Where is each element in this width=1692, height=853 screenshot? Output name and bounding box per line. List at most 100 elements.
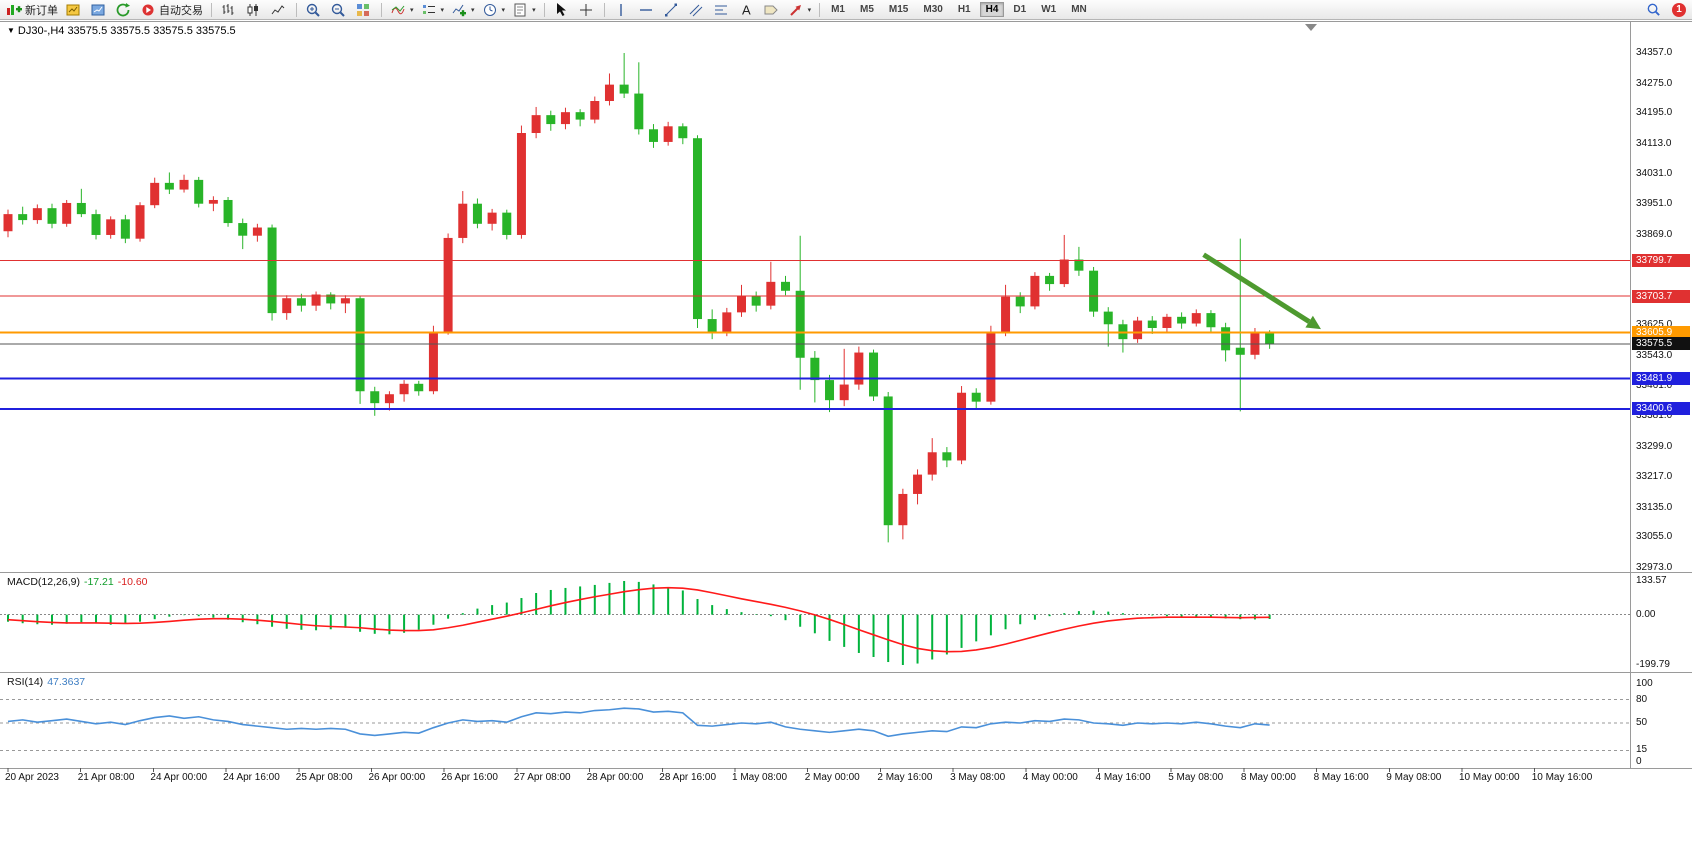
line-chart-icon: [270, 2, 286, 18]
candle-body: [340, 298, 350, 304]
horizontal-line-icon: [638, 2, 654, 18]
candles: [3, 53, 1275, 543]
candle-body: [957, 392, 967, 461]
periods-button[interactable]: ▾: [479, 0, 509, 20]
trend-arrow-head: [1305, 315, 1321, 330]
candle-body: [913, 474, 923, 494]
candle-body: [1162, 316, 1172, 328]
toolbar-separator: [543, 2, 545, 17]
candle-body: [590, 101, 600, 120]
rsi-line: [7, 707, 1270, 738]
candle-body: [810, 357, 820, 381]
indicators-button[interactable]: ▾: [387, 0, 417, 20]
search-button[interactable]: [1643, 0, 1667, 20]
notification-badge[interactable]: 1: [1672, 2, 1686, 17]
candle-body: [634, 93, 644, 130]
tile-windows-button[interactable]: [352, 0, 376, 20]
label-tool-button[interactable]: [760, 0, 784, 20]
timeframe-mn-button[interactable]: MN: [1071, 4, 1087, 15]
timeframe-m30-button[interactable]: M30: [923, 4, 943, 15]
dropdown-caret-icon: ▾: [471, 6, 475, 14]
candle-body: [370, 391, 380, 404]
bar-chart-mode-button[interactable]: [217, 0, 241, 20]
candle-body: [296, 298, 306, 306]
zoom-out-icon: [330, 2, 346, 18]
timeframe-h4-button[interactable]: H4: [979, 2, 1005, 17]
toolbar-separator: [603, 2, 605, 17]
objects-list-button[interactable]: ▾: [418, 0, 448, 20]
candle-body: [223, 199, 233, 224]
search-icon: [1646, 2, 1661, 17]
bar-chart-icon: [220, 2, 236, 18]
vertical-line-button[interactable]: [610, 0, 634, 20]
candle-body: [1045, 275, 1055, 285]
candle-body: [971, 392, 981, 402]
candle-body: [487, 212, 497, 224]
candle-body: [252, 227, 262, 236]
line-mode-button[interactable]: [267, 0, 291, 20]
chart-profile-button[interactable]: [62, 0, 86, 20]
chart-shift-marker[interactable]: [1305, 24, 1317, 31]
timeframe-d1-button[interactable]: D1: [1013, 4, 1027, 15]
candle-mode-button[interactable]: [242, 0, 266, 20]
candle-body: [648, 129, 658, 142]
add-indicator-button[interactable]: ▾: [448, 0, 478, 20]
templates-button[interactable]: ▾: [509, 0, 539, 20]
market-watch-button[interactable]: [87, 0, 111, 20]
candle-body: [443, 237, 453, 332]
vertical-line-icon: [613, 2, 629, 18]
candle-body: [854, 352, 864, 385]
candle-body: [47, 208, 57, 224]
candle-body: [546, 115, 556, 125]
candle-body: [898, 493, 908, 526]
rsi-panel: [0, 699, 1630, 751]
candle-body: [516, 133, 526, 235]
candle-body: [502, 212, 512, 235]
cursor-button[interactable]: [550, 0, 574, 20]
toolbar-separator: [211, 2, 212, 17]
text-tool-button[interactable]: A: [735, 0, 759, 20]
shapes-button[interactable]: ▾: [785, 0, 815, 20]
auto-trading-label: 自动交易: [159, 4, 203, 17]
new-order-button[interactable]: 新订单: [3, 0, 61, 20]
horizontal-line-button[interactable]: [635, 0, 659, 20]
candle-body: [1001, 296, 1011, 334]
candle-body: [795, 290, 805, 358]
candle-body: [1206, 313, 1216, 328]
timeframe-h1-button[interactable]: H1: [957, 4, 971, 15]
timeframe-m15-button[interactable]: M15: [888, 4, 909, 15]
zoom-in-button[interactable]: [302, 0, 326, 20]
candle-body: [355, 298, 365, 392]
candle-body: [825, 380, 835, 401]
toolbar-buttons: 新订单 自动交易 ▾ ▾ ▾ ▾ ▾ A ▾: [3, 0, 824, 20]
candlestick-icon: [245, 2, 261, 18]
arrows-icon: [788, 2, 804, 18]
timeframe-w1-button[interactable]: W1: [1041, 4, 1057, 15]
auto-trading-button[interactable]: 自动交易: [137, 0, 206, 20]
fibonacci-button[interactable]: [710, 0, 734, 20]
dropdown-caret-icon: ▾: [532, 6, 536, 14]
candle-body: [76, 202, 86, 215]
timeframe-m5-button[interactable]: M5: [860, 4, 874, 15]
candle-body: [3, 214, 13, 232]
template-icon: [512, 2, 528, 18]
candle-body: [208, 199, 218, 204]
candle-body: [619, 84, 629, 94]
trendline-button[interactable]: [660, 0, 684, 20]
channel-button[interactable]: [685, 0, 709, 20]
candle-body: [399, 383, 409, 395]
clock-icon: [482, 2, 498, 18]
candle-body: [18, 214, 28, 221]
zoom-out-button[interactable]: [327, 0, 351, 20]
candle-body: [604, 84, 614, 102]
timeframe-m1-button[interactable]: M1: [831, 4, 845, 15]
candle-body: [106, 219, 116, 235]
toolbar-right: 1: [1643, 0, 1689, 20]
crosshair-button[interactable]: [575, 0, 599, 20]
refresh-button[interactable]: [112, 0, 136, 20]
candle-body: [942, 452, 952, 461]
trend-arrow[interactable]: [1202, 252, 1311, 324]
label-icon: [763, 2, 779, 18]
objects-list-icon: [421, 2, 437, 18]
